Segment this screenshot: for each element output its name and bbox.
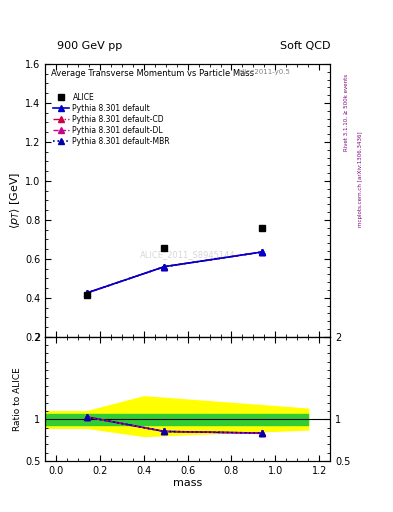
ALICE xyxy=(162,245,167,251)
Text: ALICE_2011_S8945144: ALICE_2011_S8945144 xyxy=(140,250,235,260)
Pythia 8.301 default xyxy=(259,249,264,255)
Text: alice2011-y0.5: alice2011-y0.5 xyxy=(239,70,291,75)
Text: mcplots.cern.ch [arXiv:1306.3436]: mcplots.cern.ch [arXiv:1306.3436] xyxy=(358,132,363,227)
X-axis label: mass: mass xyxy=(173,478,202,488)
ALICE xyxy=(259,225,264,231)
Pythia 8.301 default-MBR xyxy=(162,264,167,270)
Line: ALICE: ALICE xyxy=(83,224,265,299)
Text: Rivet 3.1.10, ≥ 500k events: Rivet 3.1.10, ≥ 500k events xyxy=(344,74,349,151)
Pythia 8.301 default-MBR xyxy=(259,249,264,255)
Text: Average Transverse Momentum vs Particle Mass: Average Transverse Momentum vs Particle … xyxy=(51,70,254,78)
Pythia 8.301 default xyxy=(84,290,89,296)
ALICE xyxy=(84,292,89,298)
Text: 900 GeV pp: 900 GeV pp xyxy=(57,41,122,51)
Pythia 8.301 default-CD xyxy=(84,290,89,296)
Pythia 8.301 default-DL xyxy=(259,249,264,255)
Y-axis label: Ratio to ALICE: Ratio to ALICE xyxy=(13,367,22,431)
Text: Soft QCD: Soft QCD xyxy=(280,41,330,51)
Pythia 8.301 default-CD xyxy=(162,264,167,270)
Line: Pythia 8.301 default: Pythia 8.301 default xyxy=(84,249,264,296)
Line: Pythia 8.301 default-MBR: Pythia 8.301 default-MBR xyxy=(84,249,264,296)
Pythia 8.301 default-DL xyxy=(84,290,89,296)
Pythia 8.301 default-MBR xyxy=(84,290,89,296)
Legend: ALICE, Pythia 8.301 default, Pythia 8.301 default-CD, Pythia 8.301 default-DL, P: ALICE, Pythia 8.301 default, Pythia 8.30… xyxy=(52,92,171,146)
Pythia 8.301 default xyxy=(162,264,167,270)
Y-axis label: $\langle p_T \rangle$ [GeV]: $\langle p_T \rangle$ [GeV] xyxy=(8,172,22,229)
Line: Pythia 8.301 default-DL: Pythia 8.301 default-DL xyxy=(84,249,264,296)
Pythia 8.301 default-CD xyxy=(259,249,264,255)
Pythia 8.301 default-DL xyxy=(162,264,167,270)
Line: Pythia 8.301 default-CD: Pythia 8.301 default-CD xyxy=(84,249,264,296)
